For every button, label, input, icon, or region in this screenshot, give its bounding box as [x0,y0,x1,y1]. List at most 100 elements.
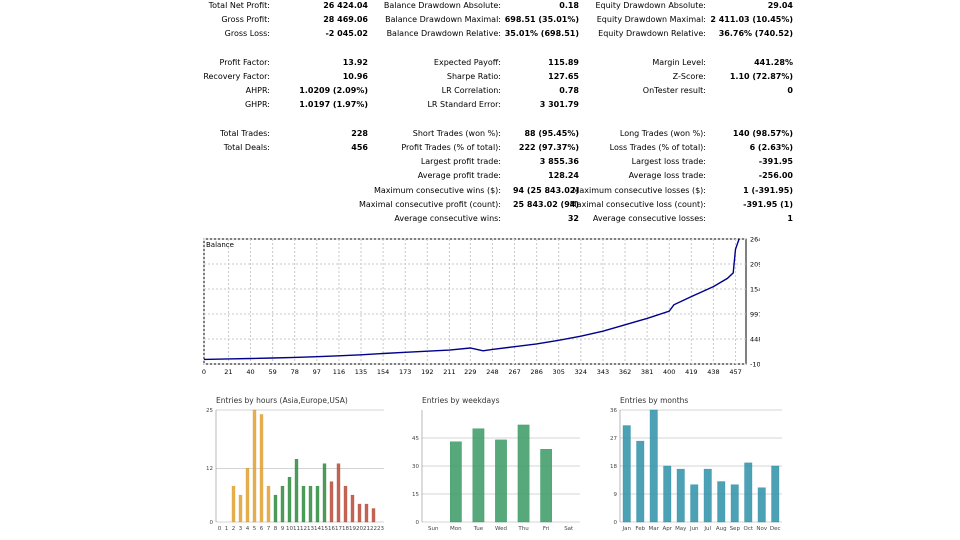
bar [730,484,739,523]
bar [622,425,631,523]
balance-chart: 0 21 40 59 78 97 116 135 154 173 192 211 229 248 267 28… [202,236,760,376]
x-tick-label: 6 [260,526,264,532]
stat-label: Average consecutive losses: [592,214,706,223]
stat-value: 28 469.06 [323,15,368,25]
x-tick-label: Jul [703,526,711,532]
bar [245,468,250,523]
x-tick-label: 0 [202,368,206,376]
x-tick-label: 15 [321,526,328,532]
chart-title: Entries by hours (Asia,Europe,USA) [216,396,348,405]
stat-label: Largest profit trade: [420,157,501,167]
stat-label: Gross Profit: [221,15,270,25]
stat-label: Average loss trade: [628,171,706,181]
stat-label: Maximum consecutive wins ($): [373,185,501,195]
x-tick-label: 229 [464,368,476,376]
stat-value: 0 [787,86,793,96]
x-tick-label: 22 [370,526,377,532]
stat-value: 127.65 [548,72,579,81]
x-tick-label: Sun [428,526,439,532]
x-tick-label: 362 [619,368,631,376]
stat-label: Equity Drawdown Absolute: [595,1,706,10]
bar [315,485,320,523]
chart-title: Entries by weekdays [422,396,500,405]
y-tick-label: 9 [614,492,618,498]
stat-label: Short Trades (won %): [412,128,501,138]
bar [301,485,306,523]
stat-value: -391.95 [758,157,793,167]
stat-label: Average profit trade: [417,171,501,181]
stat-label: Largest loss trade: [631,157,706,167]
plot-frame [203,238,747,365]
chart-title: Entries by months [620,396,688,405]
x-tick-label: May [675,526,687,532]
stat-value: 140 (98.57%) [732,128,793,138]
bar [676,468,685,523]
y-tick-label: 25 [206,408,213,414]
x-tick-label: 20 [356,526,363,532]
y-tick-label: 15 [412,492,419,498]
x-tick-label: 97 [313,368,321,376]
stat-label: Balance Drawdown Absolute: [383,1,501,10]
x-tick-label: 8 [274,526,278,532]
stat-label: GHPR: [244,100,270,110]
stat-value: -2 045.02 [325,29,368,39]
y-tick-label: 9976 [750,311,760,319]
stat-label: AHPR: [245,86,270,96]
x-tick-label: 12 [300,526,307,532]
x-tick-label: 248 [486,368,498,376]
bar [540,449,552,523]
x-tick-label: 267 [508,368,520,376]
y-tick-label: 0 [416,520,420,526]
bar [757,487,766,523]
bar [266,485,271,523]
x-tick-label: 40 [246,368,254,376]
stat-value: 29.04 [767,1,793,10]
x-tick-label: 18 [342,526,349,532]
x-tick-label: Apr [662,526,672,532]
weekdays-chart: Entries by weekdays 0 15 30 45 Sun Mon Tue Wed Th… [412,396,580,532]
stat-label: Total Trades: [220,128,270,138]
bar [343,485,348,523]
x-tick-label: 59 [268,368,276,376]
x-tick-label: 14 [314,526,321,532]
stat-value: 3 301.79 [539,100,579,110]
x-tick-label: 286 [530,368,542,376]
x-tick-label: Tue [473,526,484,532]
x-tick-label: 154 [377,368,389,376]
x-tick-label: 10 [286,526,293,532]
stat-value: -391.95 (1) [743,199,793,209]
y-tick-label: 45 [412,436,419,442]
stat-label: Balance Drawdown Relative: [386,29,501,39]
x-tick-label: 457 [729,368,741,376]
x-tick-label: 11 [293,526,300,532]
stat-value: 6 (2.63%) [749,143,793,152]
x-tick-label: 0 [218,526,222,532]
stat-value: 1.0209 (2.09%) [299,86,368,96]
months-chart: Entries by months 0 9 18 27 36 Jan Feb Mar Apr May… [610,396,782,532]
y-tick-label: 12 [206,466,213,472]
bar [771,465,780,523]
x-tick-label: 1 [225,526,229,532]
chart-title: Balance [206,241,234,249]
stat-label: Average consecutive wins: [394,214,501,223]
balance-line [203,238,740,361]
stat-value: 13.92 [342,57,368,67]
bar [294,459,299,523]
stat-label: Z-Score: [672,72,706,81]
stat-label: Sharpe Ratio: [446,72,501,81]
x-tick-label: 305 [553,368,565,376]
bar [273,494,278,523]
x-tick-label: Thu [517,526,528,532]
stat-value: 88 (95.45%) [524,128,579,138]
y-tick-label: 0 [614,520,618,526]
y-tick-label: 20964 [750,261,760,269]
bar [280,485,285,523]
stat-label: Profit Trades (% of total): [401,143,501,152]
bar [364,503,369,523]
x-tick-label: 13 [307,526,314,532]
x-tick-label: Sep [730,526,741,532]
y-tick-label: 26458 [750,236,760,244]
x-tick-label: 23 [377,526,384,532]
x-tick-label: 400 [663,368,675,376]
x-tick-label: 343 [597,368,609,376]
